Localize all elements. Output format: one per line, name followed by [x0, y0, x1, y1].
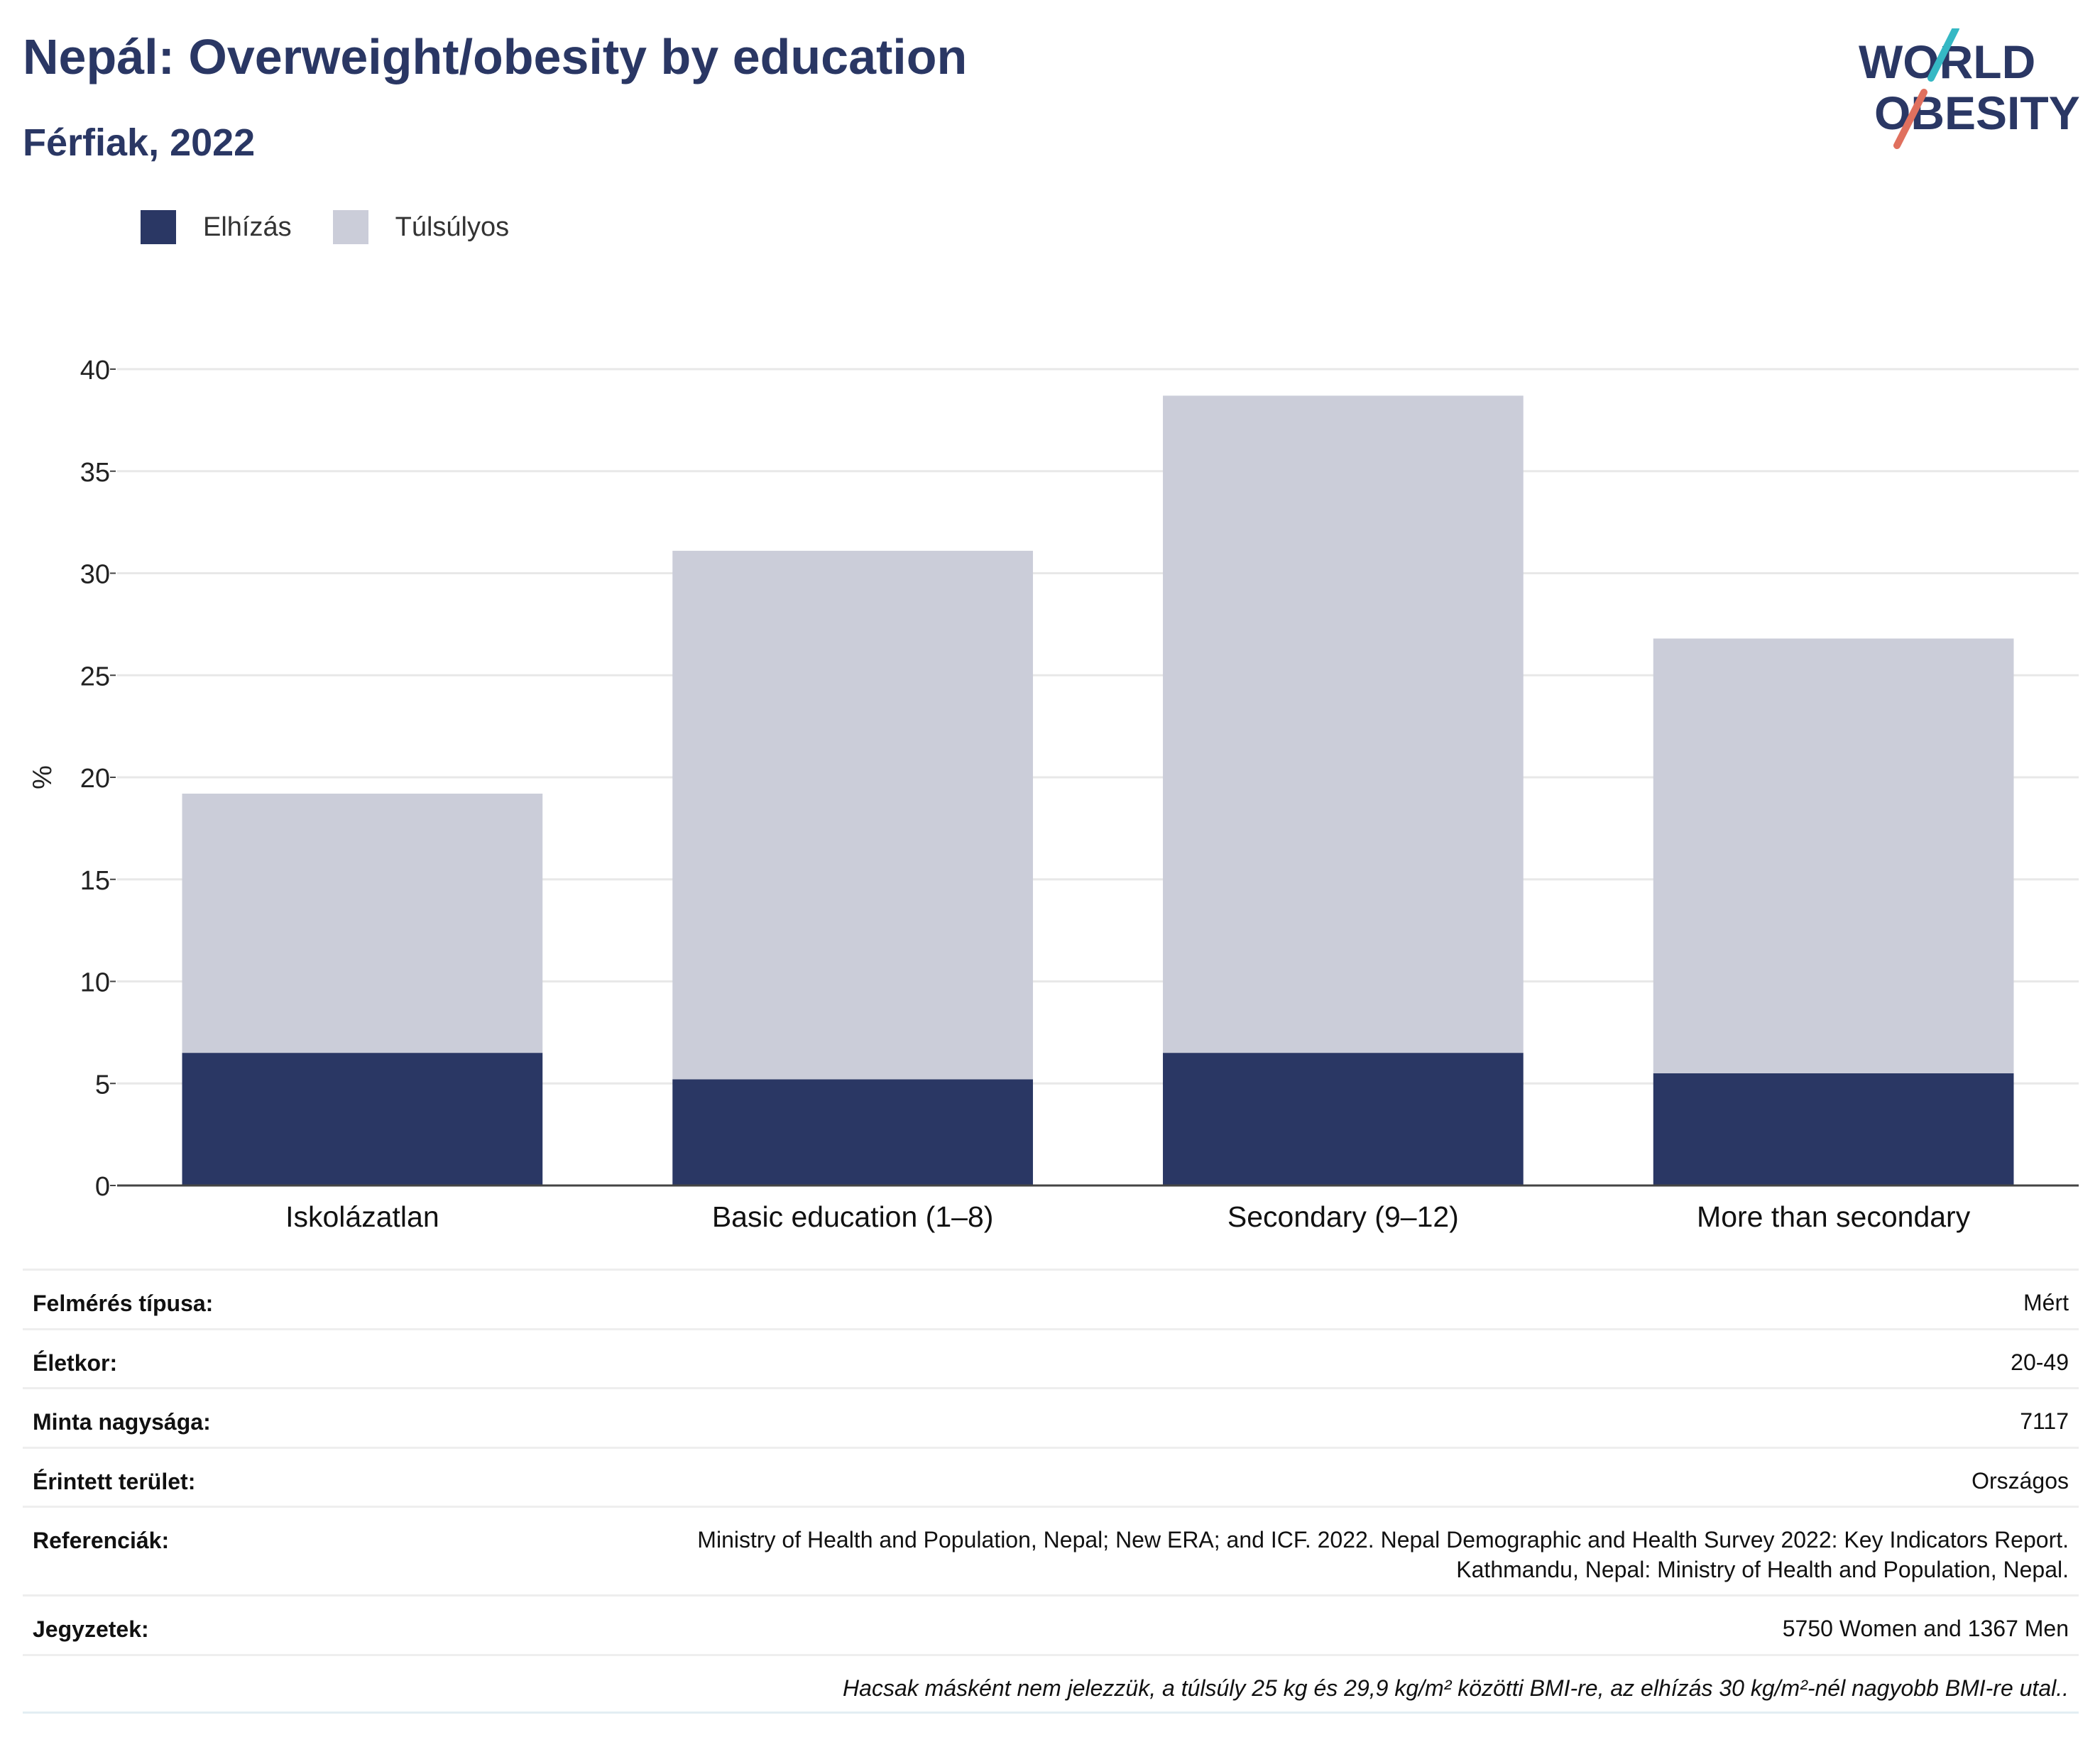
y-tick-label: 5 — [95, 1070, 110, 1100]
meta-value: 7117 — [2020, 1408, 2069, 1434]
meta-row-area: Érintett terület: Országos — [23, 1447, 2079, 1506]
meta-key: Minta nagysága: — [33, 1409, 211, 1435]
y-tick-label: 30 — [80, 560, 110, 590]
meta-value: Országos — [1972, 1468, 2069, 1494]
meta-value: Mért — [2023, 1290, 2069, 1315]
bar-overweight — [1163, 395, 1524, 1053]
meta-row-footnote: Hacsak másként nem jelezzük, a túlsúly 2… — [23, 1654, 2079, 1714]
reference-line-2: Kathmandu, Nepal: Ministry of Health and… — [1456, 1557, 2069, 1582]
chart-title: Nepál: Overweight/obesity by education — [23, 29, 968, 84]
meta-row-references: Referenciák: Ministry of Health and Popu… — [23, 1506, 2079, 1594]
bar-obesity — [1163, 1053, 1524, 1185]
bar-obesity — [1653, 1073, 2014, 1185]
legend-swatch-obesity — [141, 210, 176, 244]
x-category-label: Iskolázatlan — [285, 1200, 439, 1233]
meta-key: Érintett terület: — [33, 1469, 196, 1494]
logo-slash-coral — [1893, 89, 1927, 149]
legend-label-obesity: Elhízás — [203, 212, 292, 242]
meta-row-sample-size: Minta nagysága: 7117 — [23, 1387, 2079, 1447]
world-obesity-logo: WORLD OBESITY — [1859, 28, 2080, 149]
reference-line-1: Ministry of Health and Population, Nepal… — [697, 1527, 2069, 1552]
bar-obesity — [672, 1079, 1033, 1185]
meta-value: Ministry of Health and Population, Nepal… — [697, 1508, 2069, 1584]
y-tick-label: 15 — [80, 866, 110, 896]
meta-key: Jegyzetek: — [33, 1616, 149, 1642]
meta-value: 5750 Women and 1367 Men — [1782, 1616, 2069, 1641]
meta-row-age: Életkor: 20-49 — [23, 1328, 2079, 1387]
y-tick-label: 0 — [95, 1172, 110, 1202]
legend-label-overweight: Túlsúlyos — [395, 212, 510, 242]
x-category-label: Basic education (1–8) — [712, 1200, 994, 1233]
y-tick-label: 20 — [80, 764, 110, 794]
y-tick-label: 35 — [80, 458, 110, 488]
footnote: Hacsak másként nem jelezzük, a túlsúly 2… — [843, 1675, 2069, 1701]
legend-swatch-overweight — [332, 210, 368, 244]
meta-key: Életkor: — [33, 1350, 118, 1376]
meta-row-notes: Jegyzetek: 5750 Women and 1367 Men — [23, 1594, 2079, 1654]
meta-value: 20-49 — [2011, 1349, 2069, 1375]
x-category-label: Secondary (9–12) — [1227, 1200, 1459, 1233]
metadata-table: Felmérés típusa: Mért Életkor: 20-49 Min… — [23, 1269, 2079, 1714]
logo-slash-teal — [1927, 28, 1959, 82]
y-tick-label: 25 — [80, 662, 110, 691]
bar-overweight — [182, 794, 543, 1053]
meta-key: Felmérés típusa: — [33, 1291, 214, 1316]
bar-chart: 0 5 10 15 20 25 30 35 40% Iskolázatlan Basic educa… — [28, 356, 2079, 1233]
bar-overweight — [1653, 638, 2014, 1073]
chart-subtitle: Férfiak, 2022 — [23, 121, 256, 164]
y-axis-label: % — [28, 765, 58, 789]
x-category-label: More than secondary — [1697, 1200, 1971, 1233]
bar-overweight — [672, 550, 1033, 1080]
y-tick-label: 40 — [80, 356, 110, 385]
y-tick-label: 10 — [80, 968, 110, 998]
bar-obesity — [182, 1053, 543, 1185]
meta-key: Referenciák: — [33, 1528, 170, 1553]
chart-legend: Elhízás Túlsúlyos — [141, 210, 550, 244]
meta-row-survey-type: Felmérés típusa: Mért — [23, 1269, 2079, 1328]
